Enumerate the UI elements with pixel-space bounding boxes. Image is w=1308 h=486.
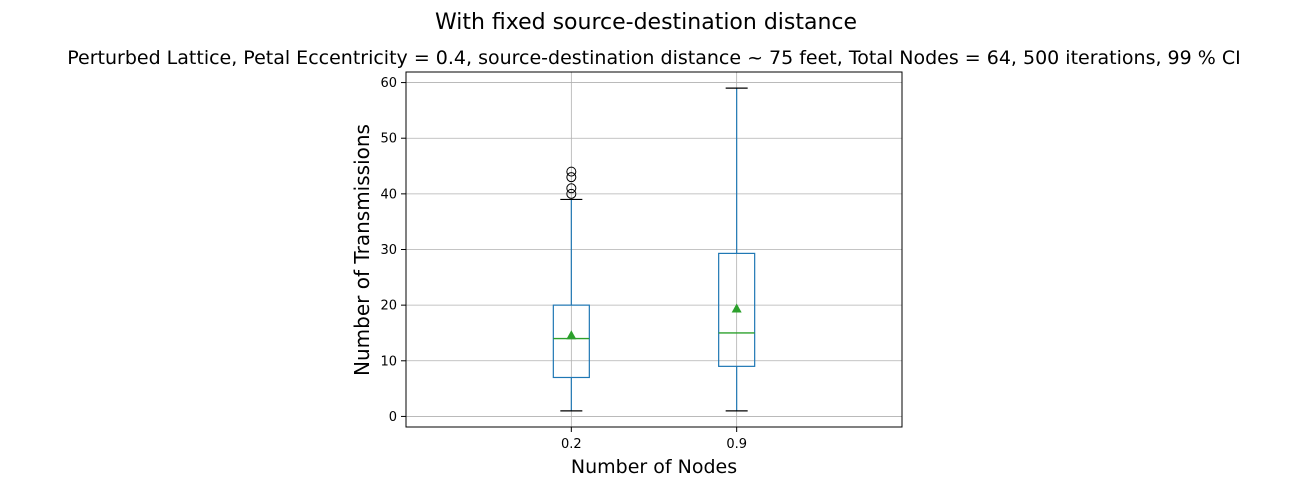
boxes-layer [552, 87, 756, 412]
outlier-point [566, 166, 577, 177]
x-tick-label: 0.2 [561, 437, 582, 452]
y-tick-label: 50 [380, 132, 397, 147]
y-tick-label: 60 [380, 76, 397, 91]
y-tick-label: 30 [380, 243, 397, 258]
mean-marker [566, 330, 577, 340]
box-iqr [552, 304, 590, 379]
axis-ticks: 0 10 20 30 40 50 60 0.2 0.9 [380, 76, 747, 452]
outlier-point [566, 183, 577, 194]
grid-lines [406, 72, 902, 427]
chart-suptitle: With fixed source-destination distance [435, 10, 857, 35]
mean-marker [731, 303, 742, 313]
outlier-point [566, 188, 577, 199]
y-tick-label: 20 [380, 299, 397, 314]
y-axis-label: Number of Transmissions [350, 124, 374, 376]
x-axis-label: Number of Nodes [571, 456, 737, 478]
x-tick-label: 0.9 [726, 437, 747, 452]
y-tick-label: 0 [389, 410, 397, 425]
y-tick-label: 40 [380, 187, 397, 202]
outlier-point [566, 172, 577, 183]
chart-title: Perturbed Lattice, Petal Eccentricity = … [67, 47, 1240, 69]
y-tick-label: 10 [380, 354, 397, 369]
box-iqr [718, 252, 756, 367]
